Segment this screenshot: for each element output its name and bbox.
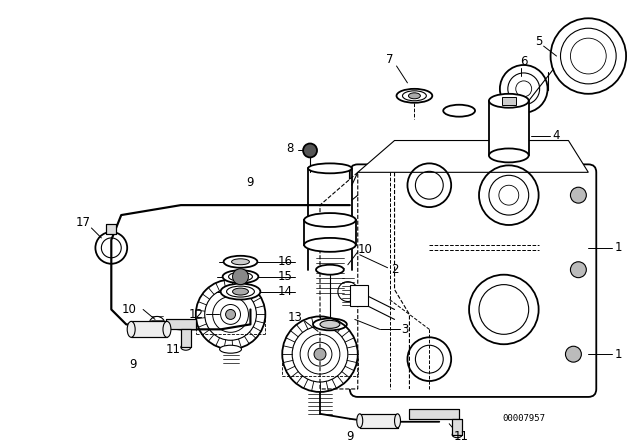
Text: 00007957: 00007957 — [502, 414, 545, 423]
Circle shape — [303, 143, 317, 157]
Bar — [350, 284, 368, 306]
Circle shape — [314, 348, 326, 360]
Ellipse shape — [489, 148, 529, 162]
Text: 6: 6 — [520, 55, 527, 68]
Ellipse shape — [221, 284, 260, 300]
Text: 10: 10 — [122, 303, 136, 316]
Ellipse shape — [228, 272, 252, 281]
Text: 11: 11 — [165, 343, 180, 356]
Bar — [181, 329, 191, 347]
Ellipse shape — [320, 320, 340, 328]
Ellipse shape — [232, 259, 250, 265]
Ellipse shape — [308, 164, 352, 173]
Bar — [106, 224, 116, 234]
Text: 12: 12 — [188, 308, 204, 321]
Text: 5: 5 — [535, 34, 542, 47]
Ellipse shape — [127, 321, 135, 337]
Ellipse shape — [356, 414, 363, 428]
Text: 8: 8 — [287, 142, 294, 155]
Bar — [106, 224, 116, 234]
Text: 13: 13 — [288, 311, 303, 324]
Bar — [489, 101, 529, 155]
Ellipse shape — [394, 414, 401, 428]
Ellipse shape — [313, 319, 347, 330]
Ellipse shape — [163, 321, 171, 337]
Text: 7: 7 — [386, 52, 394, 65]
Text: 1: 1 — [614, 241, 622, 254]
Text: 9: 9 — [346, 430, 353, 443]
Text: 15: 15 — [278, 270, 292, 283]
Text: 10: 10 — [357, 243, 372, 256]
Text: 4: 4 — [553, 129, 560, 142]
Bar — [131, 321, 167, 337]
Ellipse shape — [220, 345, 241, 353]
Text: 3: 3 — [401, 323, 408, 336]
Bar — [181, 329, 191, 347]
Bar — [360, 414, 397, 428]
Circle shape — [566, 346, 581, 362]
Ellipse shape — [444, 105, 475, 116]
Ellipse shape — [304, 238, 356, 252]
Text: 1: 1 — [614, 348, 622, 361]
Circle shape — [232, 269, 248, 284]
Text: 16: 16 — [278, 255, 292, 268]
Text: 17: 17 — [76, 215, 91, 228]
Ellipse shape — [397, 89, 432, 103]
Bar — [304, 220, 356, 245]
Ellipse shape — [223, 270, 259, 283]
Text: 14: 14 — [278, 285, 292, 298]
Bar — [410, 409, 459, 419]
Ellipse shape — [227, 286, 255, 297]
Text: 2: 2 — [391, 263, 398, 276]
Polygon shape — [358, 141, 588, 172]
Ellipse shape — [316, 265, 344, 275]
Bar — [452, 419, 462, 435]
Ellipse shape — [304, 213, 356, 227]
Bar — [166, 319, 196, 329]
Ellipse shape — [403, 91, 426, 101]
Circle shape — [570, 187, 586, 203]
Bar — [410, 409, 459, 419]
Ellipse shape — [408, 93, 420, 99]
Ellipse shape — [489, 94, 529, 108]
FancyBboxPatch shape — [350, 164, 596, 397]
Bar — [502, 97, 516, 105]
Text: 9: 9 — [129, 358, 137, 370]
Polygon shape — [320, 172, 358, 389]
Bar — [452, 419, 462, 435]
Bar — [131, 321, 167, 337]
Text: 11: 11 — [454, 430, 468, 443]
Bar — [166, 319, 196, 329]
Circle shape — [570, 262, 586, 278]
Circle shape — [225, 310, 236, 319]
Ellipse shape — [232, 288, 248, 295]
Text: 9: 9 — [246, 176, 254, 189]
Bar — [360, 414, 397, 428]
Ellipse shape — [223, 256, 257, 268]
